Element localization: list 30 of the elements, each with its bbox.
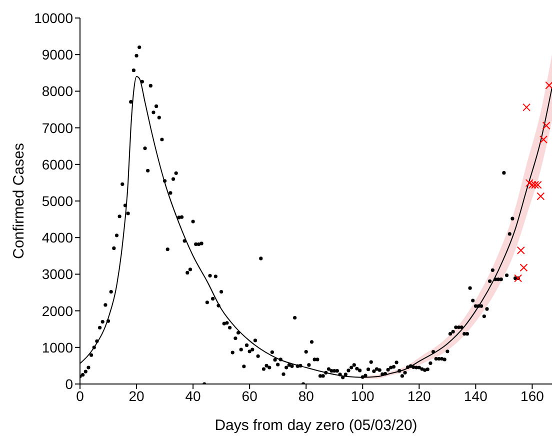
point bbox=[540, 136, 548, 144]
x-tick-label: 40 bbox=[185, 388, 202, 404]
y-tick-label: 10000 bbox=[34, 10, 74, 26]
x-axis-title: Days from day zero (05/03/20) bbox=[214, 417, 418, 434]
point bbox=[542, 122, 550, 130]
x-tick-label: 140 bbox=[464, 388, 488, 404]
point bbox=[516, 246, 525, 254]
x-tick-label: 20 bbox=[128, 388, 145, 404]
y-tick-label: 0 bbox=[65, 376, 74, 392]
x-tick-label: 160 bbox=[520, 388, 544, 404]
point bbox=[522, 103, 531, 112]
x-tick-label: 0 bbox=[76, 388, 84, 404]
x-tick-label: 80 bbox=[298, 388, 314, 404]
y-tick-label: 9000 bbox=[42, 46, 74, 63]
point bbox=[536, 192, 545, 200]
y-tick-label: 2000 bbox=[42, 302, 74, 319]
x-tick-label: 120 bbox=[407, 388, 432, 404]
point bbox=[520, 264, 528, 272]
point bbox=[514, 274, 522, 282]
y-tick-label: 7000 bbox=[42, 120, 74, 136]
x-tick-label: 100 bbox=[350, 388, 375, 404]
y-tick-label: 5000 bbox=[42, 192, 74, 209]
y-tick-label: 6000 bbox=[42, 156, 74, 172]
point bbox=[545, 81, 552, 90]
x-tick-label: 60 bbox=[242, 388, 258, 404]
y-tick-label: 8000 bbox=[42, 83, 74, 100]
y-tick-label: 4000 bbox=[42, 230, 74, 246]
y-axis-title: Confirmed Cases bbox=[10, 143, 28, 259]
y-tick-label: 3000 bbox=[42, 266, 74, 282]
y-tick-label: 1000 bbox=[42, 339, 74, 356]
